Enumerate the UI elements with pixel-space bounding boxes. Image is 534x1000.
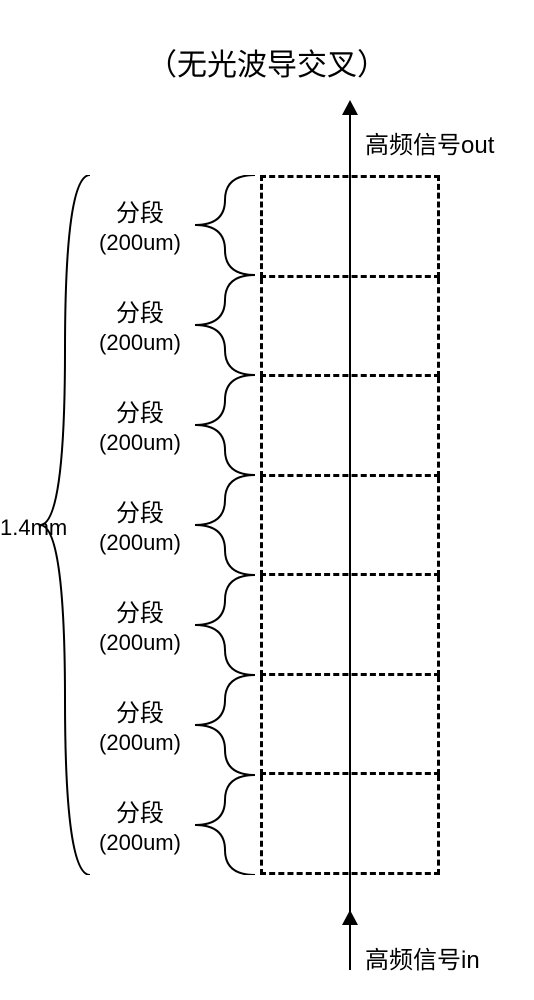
segment-box	[260, 278, 440, 378]
segment-label-main: 分段	[116, 700, 164, 727]
segment-label-main: 分段	[116, 400, 164, 427]
segment-label-sub: (200um)	[99, 530, 181, 555]
segment-label-main: 分段	[116, 800, 164, 827]
segment-brace-icon	[195, 375, 255, 475]
segment-label-main: 分段	[116, 200, 164, 227]
segment-label: 分段 (200um)	[90, 200, 190, 258]
segment-label-main: 分段	[116, 500, 164, 527]
segment-box	[260, 576, 440, 676]
segment-brace-icon	[195, 475, 255, 575]
segment-label-sub: (200um)	[99, 230, 181, 255]
segment-box	[260, 175, 440, 278]
segment-label-sub: (200um)	[99, 830, 181, 855]
diagram-title: （无光波导交叉）	[0, 40, 534, 84]
segment-brace-icon	[195, 575, 255, 675]
segment-box	[260, 477, 440, 577]
segment-brace-icon	[195, 275, 255, 375]
segment-label-main: 分段	[116, 600, 164, 627]
segment-label: 分段 (200um)	[90, 400, 190, 458]
segment-box	[260, 676, 440, 776]
segment-label: 分段 (200um)	[90, 600, 190, 658]
segment-brace-icon	[195, 175, 255, 275]
segments-stack	[260, 175, 440, 875]
segment-label: 分段 (200um)	[90, 500, 190, 558]
segment-box	[260, 377, 440, 477]
segment-label: 分段 (200um)	[90, 800, 190, 858]
segment-box	[260, 775, 440, 875]
segment-label-sub: (200um)	[99, 730, 181, 755]
segment-label: 分段 (200um)	[90, 300, 190, 358]
segment-label-sub: (200um)	[99, 630, 181, 655]
signal-in-label: 高频信号in	[365, 940, 480, 975]
segment-label-main: 分段	[116, 300, 164, 327]
segment-label-sub: (200um)	[99, 430, 181, 455]
segment-label-sub: (200um)	[99, 330, 181, 355]
segment-label: 分段 (200um)	[90, 700, 190, 758]
segment-brace-icon	[195, 675, 255, 775]
total-length-label: 1.4mm	[0, 515, 67, 541]
segment-brace-icon	[195, 775, 255, 875]
signal-out-label: 高频信号out	[365, 125, 494, 160]
